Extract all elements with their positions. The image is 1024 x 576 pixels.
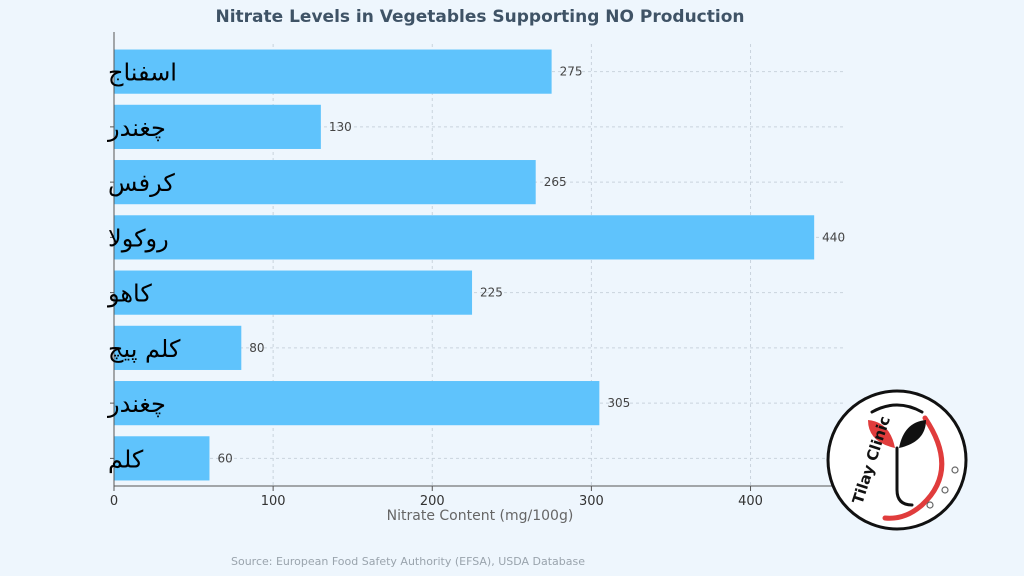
x-tick-label: 0 [110,494,118,509]
category-label: کلم [108,445,144,473]
category-label: اسفناج [108,59,177,87]
bar-value-label: 305 [607,396,630,410]
axes [110,32,846,491]
bars [114,49,815,481]
logo-node-3 [951,466,959,474]
x-axis-label: Nitrate Content (mg/100g) [387,508,574,524]
bar-value-label: 225 [480,286,503,300]
category-label: چغندر [107,390,166,418]
logo-leaf-right [899,420,926,448]
bar [114,270,473,315]
source-note: Source: European Food Safety Authority (… [231,555,585,568]
labels: 275 اسفناج 130 چغندر 265 کرفس 440 روکولا 225 کاهو… [107,59,845,509]
category-label: کاهو [107,280,152,308]
bar-value-label: 60 [217,451,232,465]
chart-title: Nitrate Levels in Vegetables Supporting … [215,7,744,27]
bar [114,436,210,481]
bar [114,325,242,370]
bar [114,215,815,260]
bar [114,160,536,205]
category-label: کلم پیچ [108,335,181,363]
x-tick-label: 100 [261,494,286,509]
logo-leaf-left [868,420,895,448]
bar-value-label: 130 [329,120,352,134]
bar [114,381,600,426]
logo-node-2 [941,486,949,494]
bar-value-label: 265 [544,175,567,189]
bar-value-label: 440 [822,230,845,244]
bar-value-label: 80 [249,341,264,355]
logo-stethoscope [870,403,924,507]
category-label: کرفس [108,169,175,197]
bar-value-label: 275 [560,65,583,79]
clinic-logo: Tilay Clinic [826,389,968,531]
x-tick-label: 200 [420,494,445,509]
bar [114,104,321,149]
x-tick-label: 300 [579,494,604,509]
logo-red-arc [882,415,945,521]
logo-node-1 [926,501,934,509]
category-label: چغندر [107,114,166,142]
x-tick-label: 400 [738,494,763,509]
bar [114,49,552,94]
category-label: روکولا [108,224,169,252]
